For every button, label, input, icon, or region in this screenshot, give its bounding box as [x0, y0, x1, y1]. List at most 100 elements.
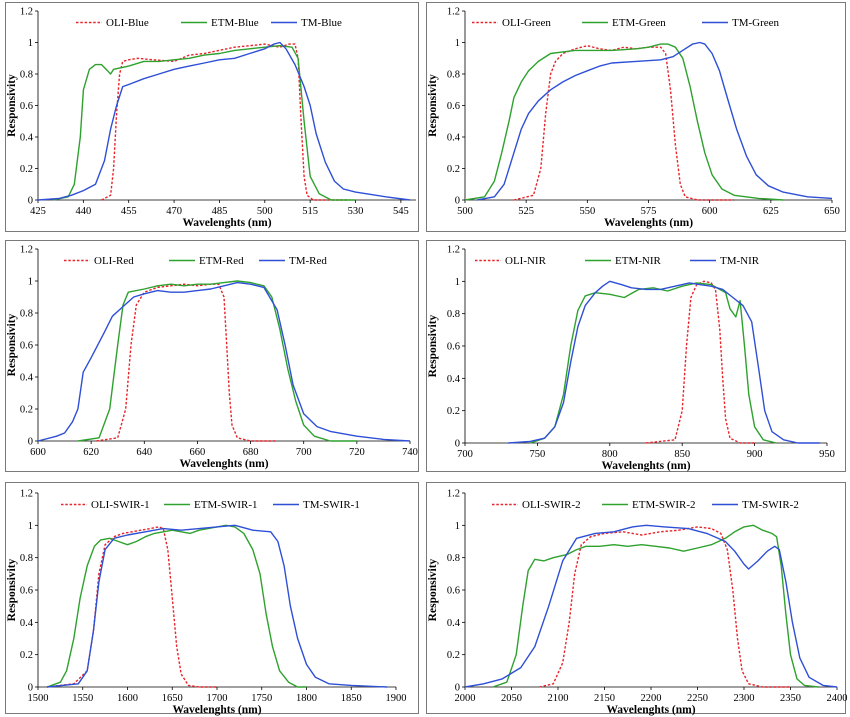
chart-panel-nir: 0 0.2 0.4 0.6 0.8 1 1.2 700 750 800 850 900 950 Wavel…	[426, 240, 846, 472]
chart-svg: 0 0.2 0.4 0.6 0.8 1 1.2 2000 2050 2100 2150 2200 225…	[427, 489, 848, 717]
chart-panel-green: 0 0.2 0.4 0.6 0.8 1 1.2 500 525 550 575 600 625 650 Wa…	[426, 2, 846, 232]
y-tick-label: 0.4	[20, 133, 34, 144]
y-tick-label: 1	[455, 521, 460, 532]
x-tick-label: 600	[30, 447, 46, 458]
y-tick-label: 1	[28, 38, 33, 49]
series-line-oli-green	[513, 45, 735, 201]
y-axis-label: Responsivity	[6, 74, 18, 137]
chart-svg: 0 0.2 0.4 0.6 0.8 1 1.2 1500 1550 1600 1650 1700 175…	[6, 489, 407, 717]
series-line-etm-red	[77, 280, 357, 442]
series-line-oli-red	[96, 283, 278, 442]
legend-label: TM-SWIR-1	[303, 499, 360, 511]
chart-panel-blue: 0 0.2 0.4 0.6 0.8 1 1.2 425 440 455 470 485 500 515 53…	[5, 2, 419, 232]
series-line-tm-nir	[508, 280, 820, 444]
y-tick-label: 1.2	[447, 245, 460, 256]
x-tick-label: 640	[136, 447, 152, 458]
chart-svg: 0 0.2 0.4 0.6 0.8 1 1.2 600 620 640 660 680 700 720 74…	[6, 245, 418, 471]
x-tick-label: 470	[166, 206, 182, 217]
legend-label: ETM-SWIR-1	[194, 499, 258, 511]
x-tick-label: 545	[393, 206, 409, 217]
y-tick-label: 0	[455, 196, 460, 207]
y-axis-label: Responsivity	[6, 558, 18, 621]
x-axis-label: Wavelenghts (nm)	[604, 217, 693, 229]
y-tick-label: 0.8	[447, 309, 460, 320]
chart-svg: 0 0.2 0.4 0.6 0.8 1 1.2 700 750 800 850 900 950 Wavel…	[427, 245, 835, 473]
y-axis-label: Responsivity	[427, 558, 439, 621]
x-axis-label: Wavelenghts (nm)	[606, 704, 695, 716]
y-tick-label: 0.8	[20, 70, 33, 81]
x-tick-label: 1550	[72, 693, 93, 704]
y-tick-label: 0.6	[20, 586, 33, 597]
y-tick-label: 0.2	[447, 164, 460, 175]
y-tick-label: 0.2	[20, 650, 33, 661]
y-tick-label: 0.8	[20, 553, 33, 564]
x-tick-label: 2300	[734, 693, 755, 704]
y-tick-label: 1.2	[447, 7, 460, 18]
x-tick-label: 550	[579, 206, 595, 217]
x-axis-label: Wavelenghts (nm)	[172, 704, 261, 716]
x-tick-label: 1600	[117, 693, 138, 704]
x-tick-label: 500	[457, 206, 473, 217]
x-axis-label: Wavelenghts (nm)	[182, 217, 271, 229]
y-tick-label: 0	[28, 437, 33, 448]
y-tick-label: 0.6	[447, 101, 460, 112]
x-tick-label: 575	[641, 206, 657, 217]
y-tick-label: 0.2	[447, 406, 460, 417]
x-tick-label: 2100	[548, 693, 569, 704]
x-tick-label: 2050	[501, 693, 522, 704]
y-tick-label: 0	[455, 683, 460, 694]
y-tick-label: 1	[455, 277, 460, 288]
y-tick-label: 0.4	[447, 374, 461, 385]
y-tick-label: 1.2	[20, 245, 33, 256]
series-line-oli-swir-1	[46, 526, 217, 688]
legend-label: ETM-Blue	[211, 17, 259, 29]
chart-svg: 0 0.2 0.4 0.6 0.8 1 1.2 500 525 550 575 600 625 650 Wa…	[427, 7, 840, 230]
x-tick-label: 600	[702, 206, 718, 217]
y-tick-label: 1	[28, 521, 33, 532]
legend-label: OLI-SWIR-1	[91, 499, 150, 511]
x-tick-label: 700	[296, 447, 312, 458]
y-tick-label: 0.4	[447, 133, 461, 144]
legend-label: OLI-NIR	[505, 255, 547, 267]
x-axis-label: Wavelenghts (nm)	[601, 460, 690, 472]
legend-label: OLI-Blue	[106, 17, 149, 29]
legend-label: TM-NIR	[720, 255, 760, 267]
x-tick-label: 2250	[687, 693, 708, 704]
series-line-oli-swir-2	[539, 526, 791, 688]
y-tick-label: 0	[455, 439, 460, 450]
x-tick-label: 2400	[827, 693, 848, 704]
y-tick-label: 0.6	[20, 101, 33, 112]
x-tick-label: 1800	[296, 693, 317, 704]
y-tick-label: 0.2	[20, 164, 33, 175]
y-tick-label: 0.6	[447, 342, 460, 353]
x-tick-label: 1700	[207, 693, 228, 704]
series-line-oli-blue	[101, 43, 350, 201]
y-tick-label: 0.8	[447, 553, 460, 564]
y-axis-label: Responsivity	[427, 314, 439, 377]
y-tick-label: 0.8	[447, 70, 460, 81]
legend-label: ETM-Red	[199, 255, 244, 267]
legend-label: OLI-SWIR-2	[522, 499, 581, 511]
chart-svg: 0 0.2 0.4 0.6 0.8 1 1.2 425 440 455 470 485 500 515 53…	[6, 7, 416, 229]
chart-panel-swir1: 0 0.2 0.4 0.6 0.8 1 1.2 1500 1550 1600 1650 1700 175…	[5, 482, 419, 717]
x-tick-label: 1850	[341, 693, 362, 704]
x-tick-label: 720	[349, 447, 365, 458]
x-tick-label: 950	[819, 449, 835, 460]
x-axis-label: Wavelenghts (nm)	[179, 458, 268, 470]
y-tick-label: 1.2	[447, 489, 460, 500]
x-tick-label: 530	[348, 206, 364, 217]
series-line-etm-swir-1	[46, 524, 307, 688]
x-tick-label: 620	[83, 447, 99, 458]
x-tick-label: 500	[257, 206, 273, 217]
series-line-etm-swir-2	[492, 524, 819, 688]
x-tick-label: 740	[402, 447, 418, 458]
y-tick-label: 0.2	[447, 650, 460, 661]
series-line-tm-swir-1	[46, 524, 388, 688]
legend-label: OLI-Red	[94, 255, 134, 267]
x-tick-label: 900	[747, 449, 763, 460]
series-line-tm-swir-2	[464, 524, 838, 688]
x-tick-label: 800	[602, 449, 618, 460]
x-tick-label: 680	[243, 447, 259, 458]
y-tick-label: 0.2	[20, 405, 33, 416]
